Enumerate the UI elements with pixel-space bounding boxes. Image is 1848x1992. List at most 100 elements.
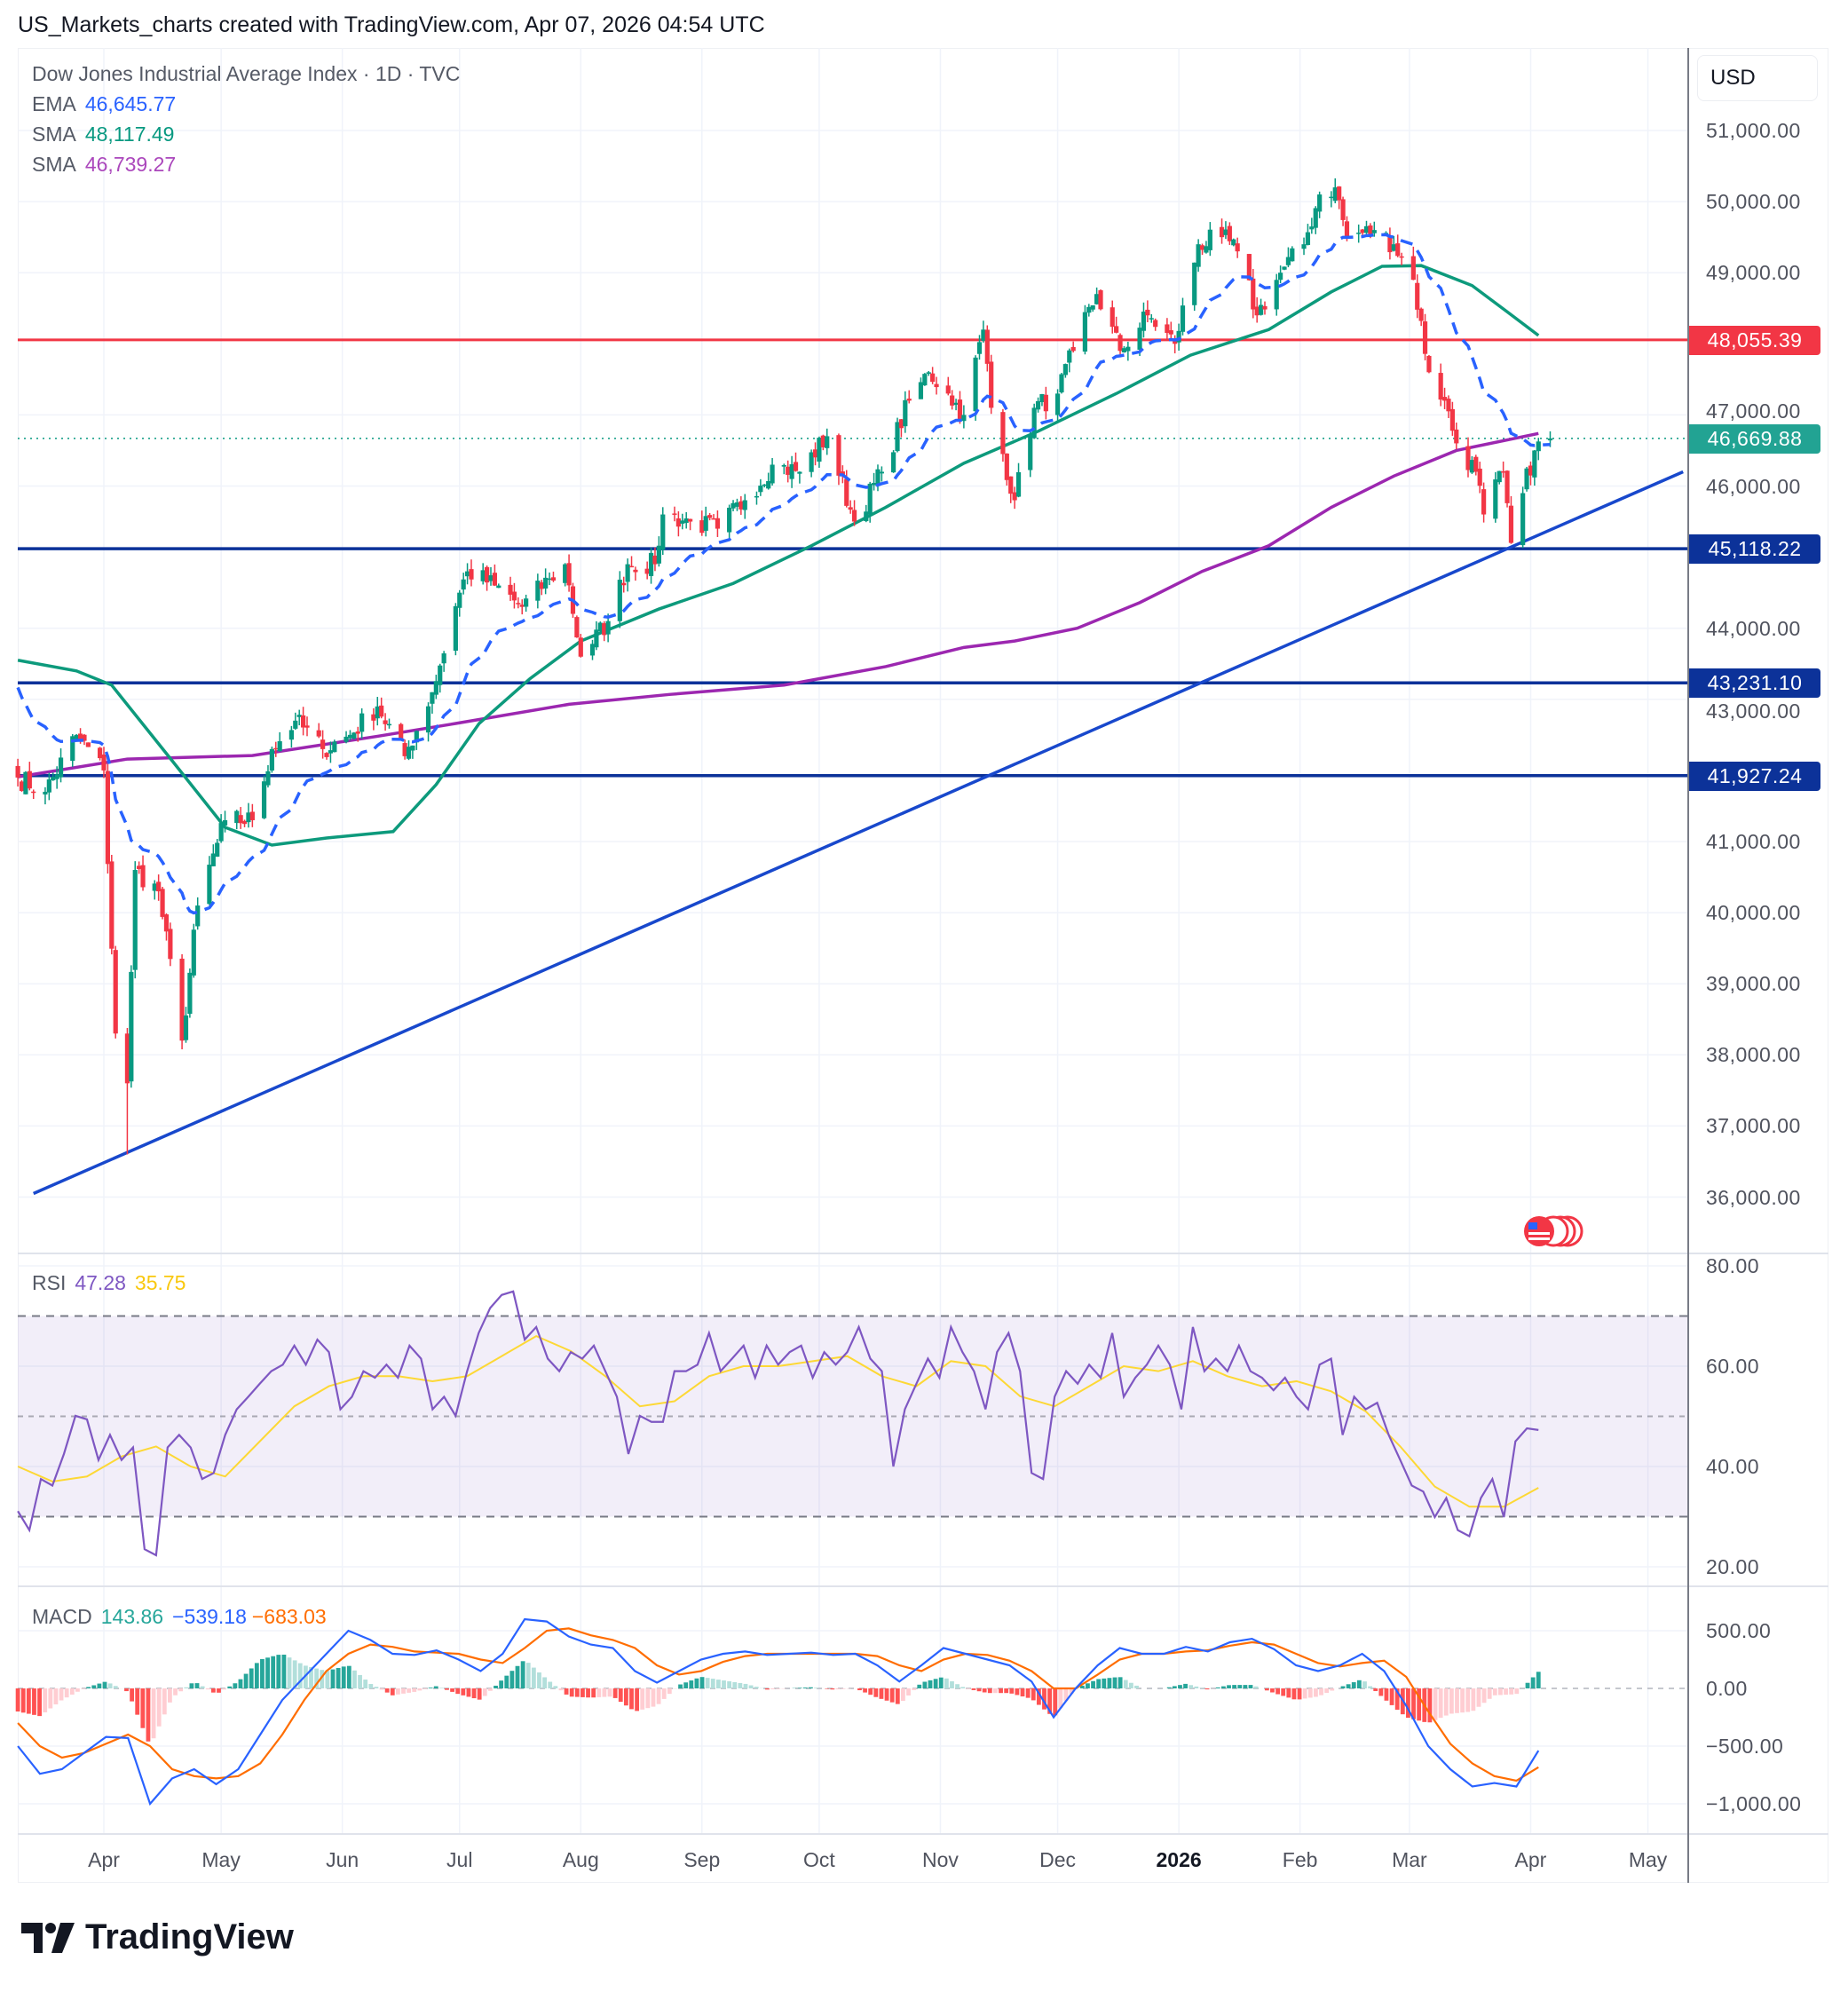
candle-body [945,385,951,394]
candle [981,320,986,343]
ema-legend[interactable]: EMA 46,645.77 [32,92,176,116]
candle-body [1465,446,1471,470]
candle [1090,304,1095,312]
candle [524,594,529,613]
candle-body [195,905,201,927]
candle [15,758,20,787]
candle-body [1344,221,1350,238]
candle-body [249,811,255,820]
candle [1227,222,1232,245]
price-axis-label: 51,000.00 [1706,119,1801,142]
macd-histogram-bar [1297,1688,1302,1700]
candle [519,599,525,615]
candle-body [399,723,404,739]
candle [1493,471,1498,523]
macd-histogram-bar [1275,1688,1280,1695]
candle [766,472,771,490]
macd-histogram-bar [233,1683,238,1688]
candle [1501,461,1506,478]
candle-body [961,415,967,422]
candle [957,391,963,424]
currency-button[interactable]: USD [1697,55,1818,101]
candle-body [101,754,107,771]
candle [441,651,446,672]
macd-histogram-bar [564,1688,569,1695]
candle-body [351,732,357,739]
candle [875,464,881,492]
candle [1387,227,1393,260]
candle-body [296,715,302,717]
candle [539,580,544,596]
candle [1415,274,1420,319]
candle [1204,241,1209,254]
candle-body [234,810,240,824]
candle [129,965,134,1088]
candle-body [1192,262,1197,305]
candle-body [277,741,282,752]
macd-histogram-bar [379,1688,384,1690]
candle [617,571,622,628]
macd-histogram-bar [1069,1688,1074,1695]
macd-histogram-bar [1243,1685,1248,1688]
macd-histogram-bar [895,1688,900,1704]
macd-histogram-bar [618,1688,623,1703]
candle [781,463,786,475]
macd-histogram-bar [1063,1688,1069,1702]
sma50-legend[interactable]: SMA 48,117.49 [32,123,174,146]
candle [683,511,689,529]
candle-body [543,577,549,589]
candle [707,512,713,521]
candle-body [1145,309,1150,316]
candle-body [371,714,376,721]
candle-body [727,507,732,533]
candle-body [1547,438,1553,441]
candle [871,472,877,491]
macd-legend[interactable]: MACD 143.86 −539.18 −683.03 [32,1605,327,1629]
us-flag-icon[interactable] [1521,1214,1585,1248]
candle [879,466,884,482]
candle [351,731,357,740]
candle-body [711,518,716,520]
macd-line [17,1617,1540,1806]
candle-body [109,861,115,949]
candle-body [789,464,794,479]
candle [1532,449,1537,486]
candle [1446,395,1451,418]
candle-body [550,577,557,581]
macd-histogram-bar [651,1688,656,1707]
candle [156,874,162,901]
macd-axis-label: 0.00 [1706,1677,1748,1700]
macd-histogram-bar [412,1688,417,1692]
candle [984,325,990,372]
macd-histogram-bar [1417,1688,1422,1721]
candle [1536,438,1541,461]
macd-histogram-bar [715,1680,721,1688]
candle-body [359,713,365,732]
time-axis-label: Dec [1039,1848,1077,1871]
candle-body [320,739,326,749]
candle-body [74,734,79,739]
candle [160,886,165,920]
macd-histogram-bar [26,1688,31,1714]
candle-body [1418,308,1424,321]
candle-body [464,571,470,577]
tradingview-logo[interactable]: TradingView [21,1917,294,1957]
macd-histogram-bar [162,1688,167,1715]
macd-histogram-bar [287,1657,292,1688]
sma200-layer [17,431,1539,779]
candle [644,561,650,580]
macd-histogram-bar [97,1683,102,1688]
macd-histogram-bar [1079,1685,1085,1688]
candle-body [1524,468,1529,490]
candle-body [218,823,224,842]
candle [1258,298,1264,316]
candle [1520,486,1526,549]
candle [851,500,857,526]
macd-histogram-bar [1471,1688,1476,1711]
macd-histogram-bar [553,1686,558,1688]
candle-body [1015,471,1022,497]
sma200-legend[interactable]: SMA 46,739.27 [32,153,176,177]
macd-histogram-bar [352,1670,357,1688]
rsi-legend[interactable]: RSI 47.28 35.75 [32,1271,186,1295]
